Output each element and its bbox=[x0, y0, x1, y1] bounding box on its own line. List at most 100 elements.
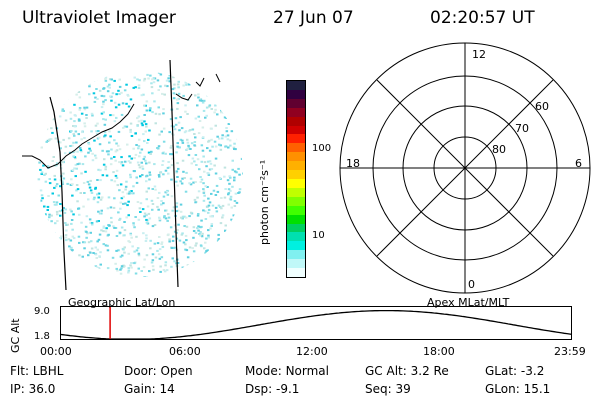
uv-pixel bbox=[168, 166, 171, 169]
uv-pixel bbox=[102, 226, 105, 229]
uv-pixel bbox=[158, 175, 161, 178]
uv-pixel bbox=[201, 126, 205, 129]
mlt-label-18: 18 bbox=[346, 157, 360, 170]
colorbar-segment bbox=[287, 161, 305, 171]
uv-pixel bbox=[62, 89, 65, 92]
uv-pixel bbox=[55, 201, 59, 204]
uv-pixel bbox=[96, 201, 100, 204]
uv-pixel bbox=[103, 123, 107, 126]
uv-pixel bbox=[214, 104, 217, 107]
uv-pixel bbox=[115, 267, 118, 270]
uv-pixel bbox=[158, 236, 161, 238]
uv-pixel bbox=[113, 139, 116, 142]
uv-pixel bbox=[164, 209, 167, 212]
uv-pixel bbox=[145, 237, 148, 240]
colorbar-tick-10: 10 bbox=[312, 230, 325, 241]
uv-pixel bbox=[137, 267, 140, 270]
status-mode: Mode: Normal bbox=[245, 364, 329, 378]
uv-pixel bbox=[177, 80, 180, 83]
uv-pixel bbox=[151, 265, 155, 268]
uv-pixel bbox=[43, 254, 47, 257]
uv-pixel bbox=[89, 231, 92, 234]
uv-pixel bbox=[115, 93, 118, 96]
uv-pixel bbox=[58, 115, 62, 118]
uv-pixel bbox=[64, 248, 67, 250]
uv-pixel bbox=[167, 172, 170, 175]
uv-pixel bbox=[64, 222, 67, 224]
uv-pixel bbox=[141, 165, 144, 168]
uv-pixel bbox=[37, 213, 41, 216]
uv-pixel bbox=[217, 258, 220, 261]
uv-pixel bbox=[127, 267, 130, 270]
uv-pixel bbox=[185, 171, 188, 174]
uv-pixel bbox=[124, 185, 128, 188]
uv-pixel bbox=[68, 245, 71, 248]
uv-pixel bbox=[227, 188, 231, 191]
uv-pixel bbox=[137, 84, 141, 87]
uv-pixel bbox=[54, 263, 58, 266]
uv-pixel bbox=[183, 215, 186, 218]
uv-pixel bbox=[136, 78, 139, 81]
uv-pixel bbox=[240, 157, 243, 160]
uv-pixel bbox=[188, 215, 191, 218]
uv-pixel bbox=[148, 109, 152, 112]
uv-pixel bbox=[134, 132, 137, 135]
uv-pixel bbox=[96, 240, 99, 243]
uv-pixel bbox=[237, 224, 241, 227]
uv-pixel bbox=[192, 236, 195, 239]
uv-pixel bbox=[106, 71, 110, 74]
uv-pixel bbox=[224, 145, 228, 148]
uv-pixel bbox=[171, 88, 175, 91]
uv-pixel bbox=[218, 177, 222, 179]
uv-pixel bbox=[217, 204, 221, 207]
uv-pixel bbox=[143, 212, 147, 215]
uv-pixel bbox=[197, 93, 200, 96]
uv-pixel bbox=[87, 254, 90, 257]
uv-pixel bbox=[151, 92, 154, 95]
uv-pixel bbox=[108, 78, 112, 81]
uv-pixel bbox=[55, 203, 58, 206]
uv-pixel bbox=[73, 150, 76, 153]
uv-pixel bbox=[223, 166, 227, 169]
uv-pixel bbox=[118, 93, 121, 95]
uv-pixel bbox=[90, 240, 93, 243]
uv-pixel bbox=[47, 246, 50, 249]
uv-pixel bbox=[62, 110, 65, 112]
uv-pixel bbox=[58, 237, 62, 240]
uv-pixel bbox=[231, 116, 234, 119]
uv-pixel bbox=[72, 84, 76, 87]
uv-pixel bbox=[156, 242, 160, 245]
uv-pixel bbox=[112, 206, 116, 209]
colorbar-segment bbox=[287, 178, 305, 188]
uv-pixel bbox=[138, 207, 142, 210]
uv-pixel bbox=[156, 197, 160, 199]
uv-pixel bbox=[221, 91, 224, 94]
uv-pixel bbox=[45, 140, 48, 143]
uv-pixel bbox=[143, 215, 146, 218]
uv-pixel bbox=[207, 173, 211, 176]
uv-pixel bbox=[164, 261, 168, 264]
status-gain: Gain: 14 bbox=[124, 382, 175, 396]
uv-pixel bbox=[228, 175, 231, 178]
uv-pixel bbox=[62, 138, 65, 141]
uv-pixel bbox=[150, 86, 154, 89]
status-seq: Seq: 39 bbox=[365, 382, 411, 396]
uv-pixel bbox=[127, 105, 131, 108]
uv-pixel bbox=[44, 118, 48, 121]
uv-pixel bbox=[238, 226, 242, 229]
uv-pixel bbox=[171, 157, 174, 160]
uv-pixel bbox=[211, 215, 214, 218]
uv-pixel bbox=[215, 184, 219, 187]
uv-pixel bbox=[179, 180, 182, 183]
uv-pixel bbox=[199, 231, 202, 233]
uv-pixel bbox=[196, 227, 199, 230]
uv-pixel bbox=[69, 268, 73, 271]
uv-pixel bbox=[145, 125, 148, 128]
uv-pixel bbox=[208, 268, 211, 271]
uv-pixel bbox=[210, 108, 213, 110]
uv-pixel bbox=[70, 130, 73, 132]
uv-pixel bbox=[171, 209, 174, 212]
uv-pixel bbox=[161, 164, 164, 166]
uv-pixel bbox=[197, 225, 200, 228]
uv-pixel bbox=[135, 144, 138, 146]
